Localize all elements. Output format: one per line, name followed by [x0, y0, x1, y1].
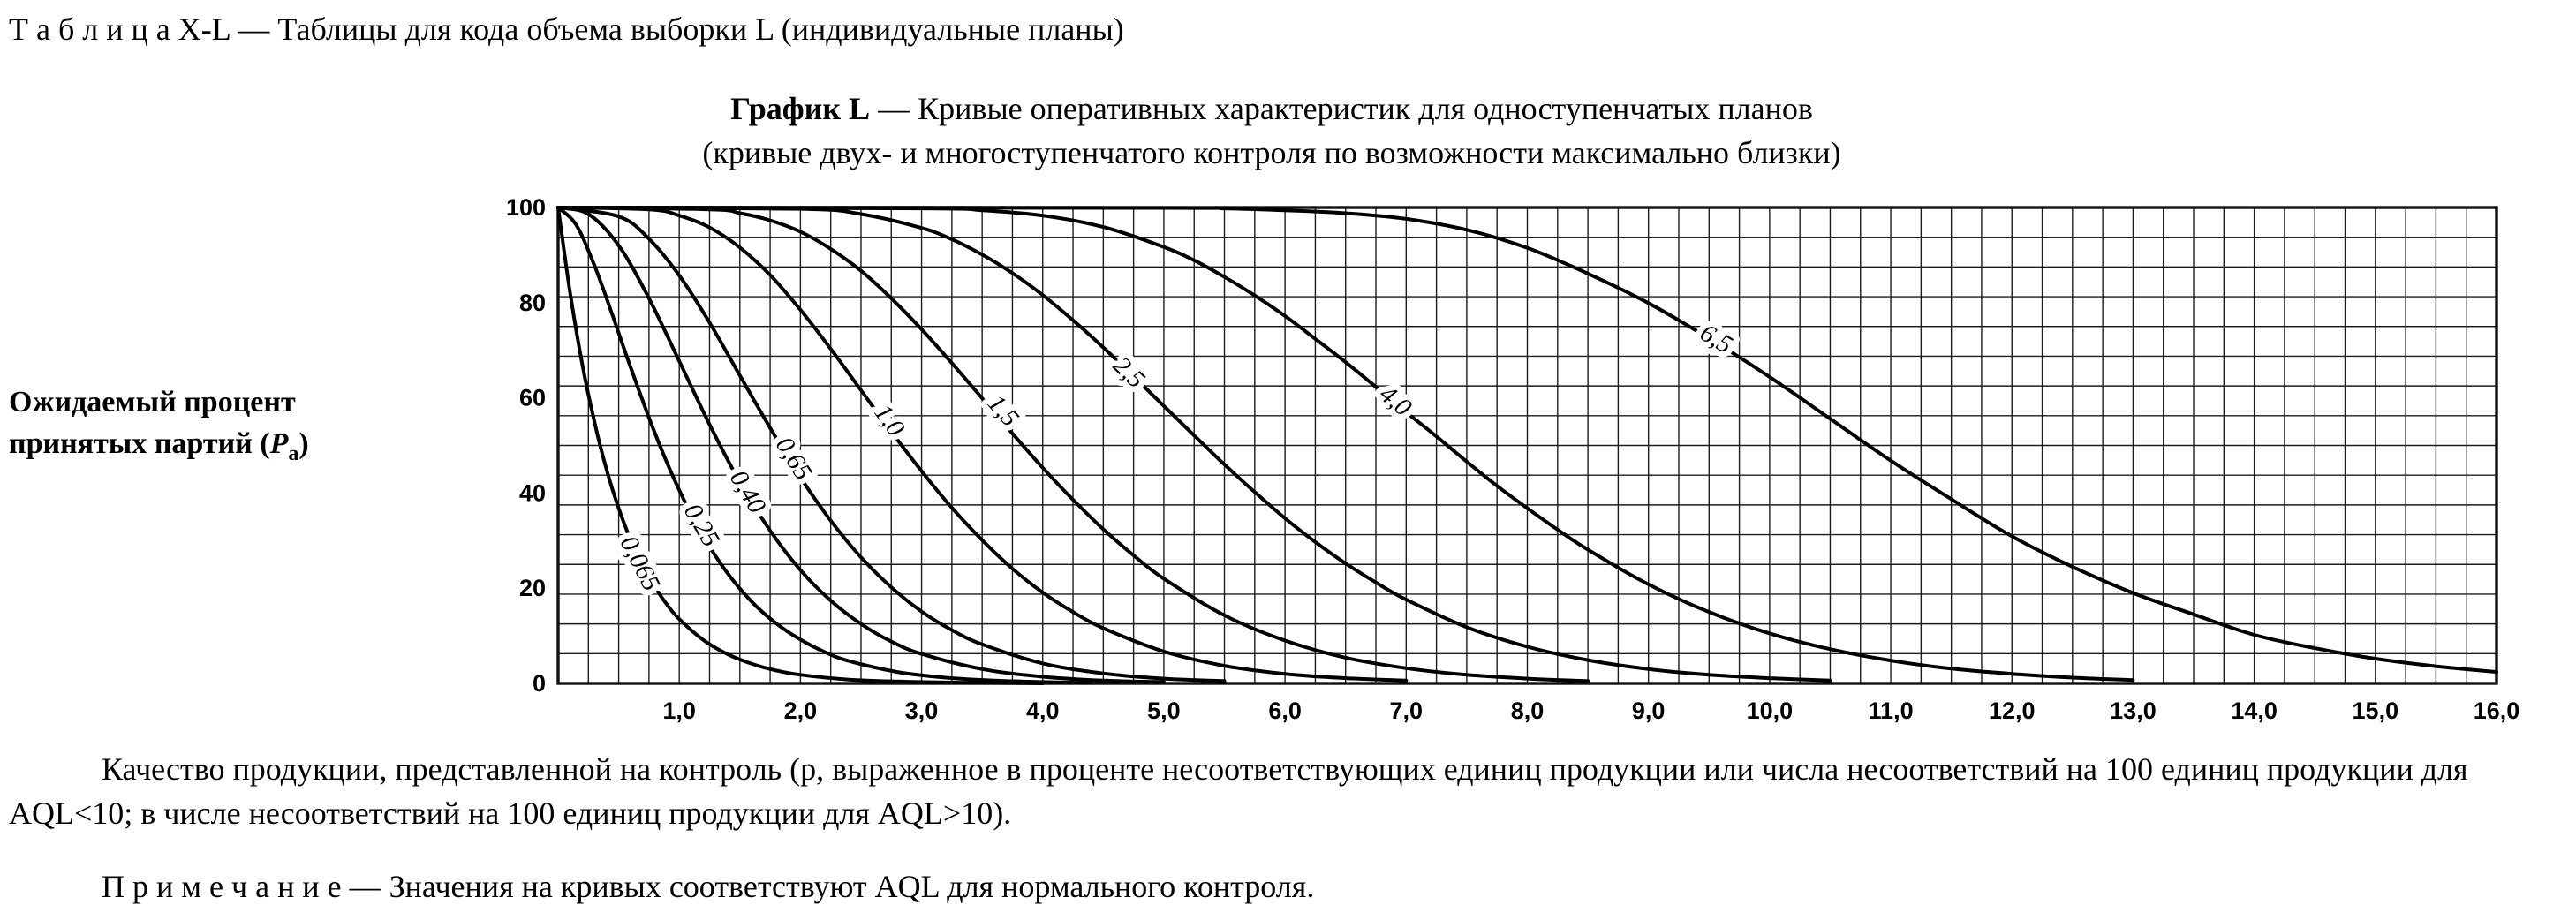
grid: [557, 207, 2497, 684]
x-tick-label: 11,0: [1869, 698, 1914, 724]
chart-title-block: График L — Кривые оперативных характерис…: [583, 87, 1960, 175]
oc-curve-aql-0,065: [556, 206, 1045, 685]
note-line: П р и м е ч а н и е — Значения на кривых…: [102, 869, 1315, 904]
curve-label-aql-1,0: 1,0: [868, 399, 910, 442]
oc-curve-aql-1,5: [556, 206, 1590, 683]
x-tick-label: 12,0: [1989, 698, 2036, 724]
x-tick-label: 14,0: [2231, 698, 2278, 724]
y-tick-label: 20: [519, 575, 546, 601]
table-caption: Т а б л и ц а X-L — Таблицы для кода объ…: [9, 11, 1124, 48]
x-tick-label: 8,0: [1511, 698, 1545, 724]
oc-curve-aql-6,5: [556, 206, 2498, 675]
oc-curve-aql-2,5: [556, 206, 1832, 683]
table-caption-text: Т а б л и ц а X-L — Таблицы для кода объ…: [9, 11, 1124, 47]
x-tick-label: 1,0: [662, 698, 696, 724]
curve-label-aql-0,40: 0,40: [724, 465, 772, 518]
x-tick-label: 6,0: [1268, 698, 1302, 724]
chart-title-rest: — Кривые оперативных характеристик для о…: [870, 91, 1813, 126]
y-tick-label: 80: [519, 290, 546, 316]
chart-title-line1: График L — Кривые оперативных характерис…: [583, 87, 1960, 131]
oc-curve-aql-0,25: [556, 206, 1093, 685]
oc-curve-aql-0,40: [556, 206, 1166, 684]
y-axis-label-line2-prefix: принятых партий (: [9, 427, 270, 460]
x-tick-label: 5,0: [1147, 698, 1181, 724]
x-tick-label: 15,0: [2353, 698, 2399, 724]
oc-curve-aql-1,0: [556, 206, 1409, 683]
x-tick-label: 7,0: [1390, 698, 1424, 724]
y-axis-label-line2-suffix: ): [298, 427, 309, 460]
x-tick-label: 4,0: [1026, 698, 1060, 724]
chart-subtitle: (кривые двух- и многоступенчатого контро…: [702, 135, 1841, 170]
pa-symbol: P: [269, 427, 289, 460]
curve-label-aql-1,5: 1,5: [982, 389, 1024, 432]
plot-frame: [556, 206, 2498, 685]
y-axis-label-line1: Ожидаемый процент: [9, 386, 296, 419]
x-tick-label: 2,0: [784, 698, 818, 724]
x-tick-label: 13,0: [2110, 698, 2157, 724]
curve-label-aql-0,25: 0,25: [678, 499, 725, 552]
x-axis-description: Качество продукции, представленной на ко…: [9, 751, 2468, 831]
y-tick-label: 60: [519, 385, 546, 411]
x-tick-label: 10,0: [1747, 698, 1794, 724]
x-tick-labels: 1,0 2,0 3,0 4,0 5,0 6,0 7,0 8,0 9,0 10,0 11,0 12,0 1…: [662, 698, 2519, 724]
oc-curves: [556, 206, 2498, 685]
oc-chart-area: 0 20 40 60 80 100 1,0 2,0 3,0 4,0 5,0 6,0 7,0 8,0 9,0 1…: [495, 187, 2552, 748]
x-tick-label: 16,0: [2474, 698, 2520, 724]
oc-curve-aql-4,0: [556, 206, 2135, 683]
x-tick-label: 3,0: [905, 698, 939, 724]
y-tick-label: 40: [519, 479, 546, 506]
y-tick-label: 0: [533, 670, 546, 697]
x-tick-label: 9,0: [1632, 698, 1666, 724]
y-axis-label-line2: принятых партий (Pa): [9, 423, 309, 475]
oc-curve-aql-0,65: [556, 206, 1227, 683]
chart-title-bold: График L: [730, 91, 871, 126]
pa-subscript: a: [288, 441, 299, 465]
y-tick-labels: 0 20 40 60 80 100: [506, 194, 546, 697]
curve-label-aql-0,065: 0,065: [615, 532, 666, 596]
y-axis-label: Ожидаемый процент принятых партий (Pa): [9, 381, 309, 475]
y-tick-label: 100: [506, 194, 546, 221]
